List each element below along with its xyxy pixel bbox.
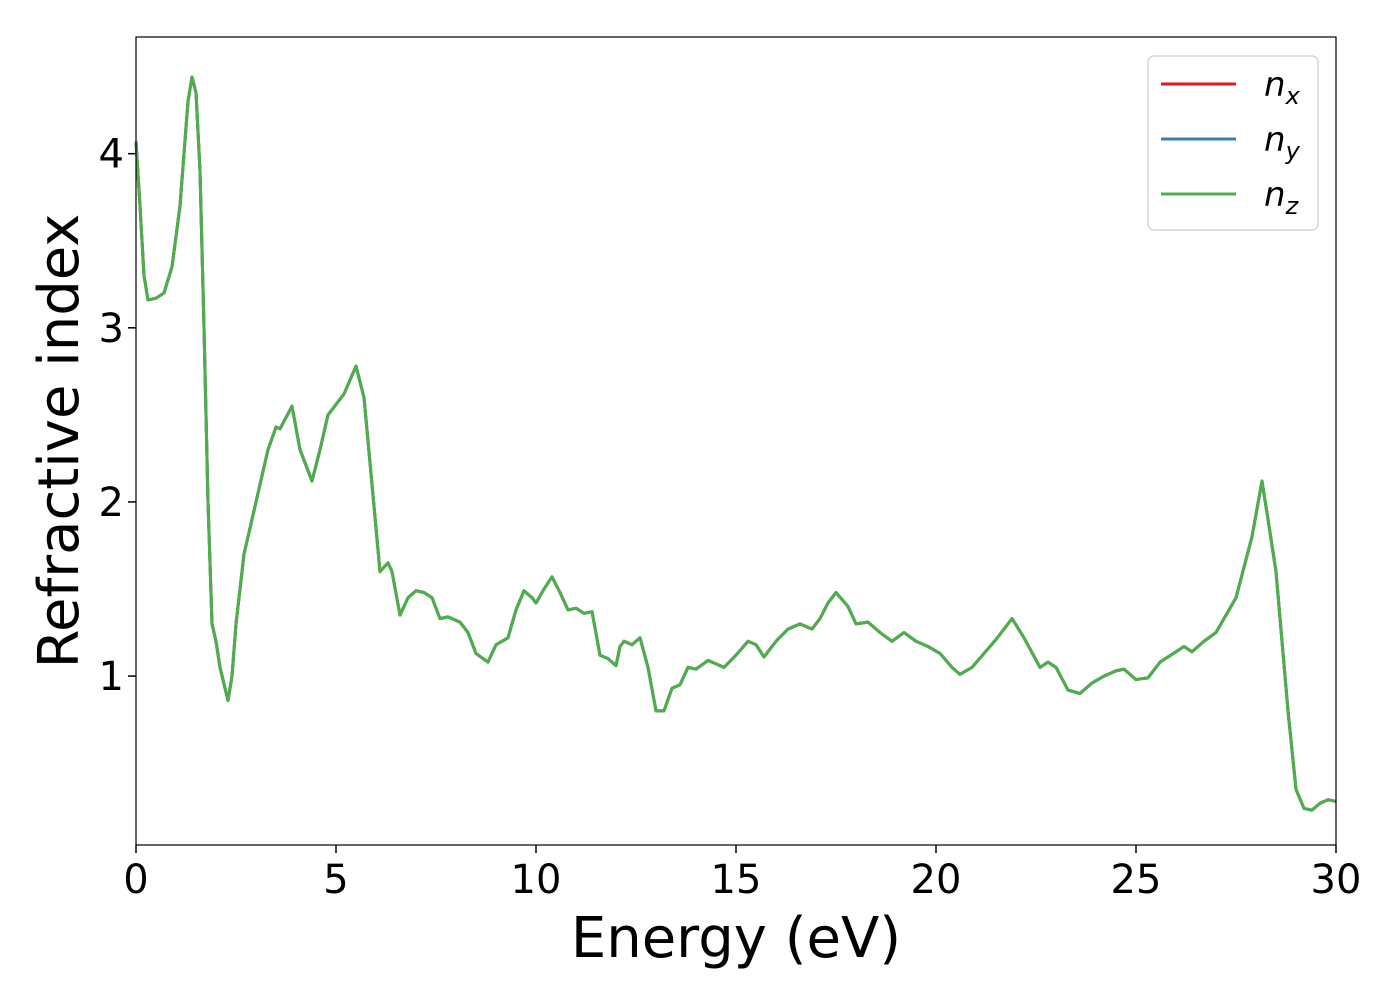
y-tick-label: 3 — [99, 306, 124, 352]
x-axis-label: Energy (eV) — [571, 906, 901, 971]
legend-label: nx — [1264, 65, 1301, 110]
line-series — [134, 75, 1337, 812]
y-axis-label: Refractive index — [27, 214, 92, 669]
x-tick-label: 25 — [1111, 857, 1162, 903]
x-tick-label: 30 — [1311, 857, 1362, 903]
x-tick-label: 20 — [911, 857, 962, 903]
legend-box — [1147, 55, 1319, 231]
y-tick-label: 2 — [99, 480, 124, 526]
x-tick-label: 15 — [711, 857, 762, 903]
x-tick-label: 10 — [511, 857, 562, 903]
x-tick-label: 0 — [123, 857, 148, 903]
y-tick-label: 1 — [99, 654, 124, 700]
legend-label: nz — [1264, 175, 1300, 220]
plot-frame — [135, 36, 1337, 846]
x-tick-label: 5 — [323, 857, 348, 903]
legend-label: ny — [1264, 120, 1301, 165]
y-tick-label: 4 — [99, 132, 124, 178]
